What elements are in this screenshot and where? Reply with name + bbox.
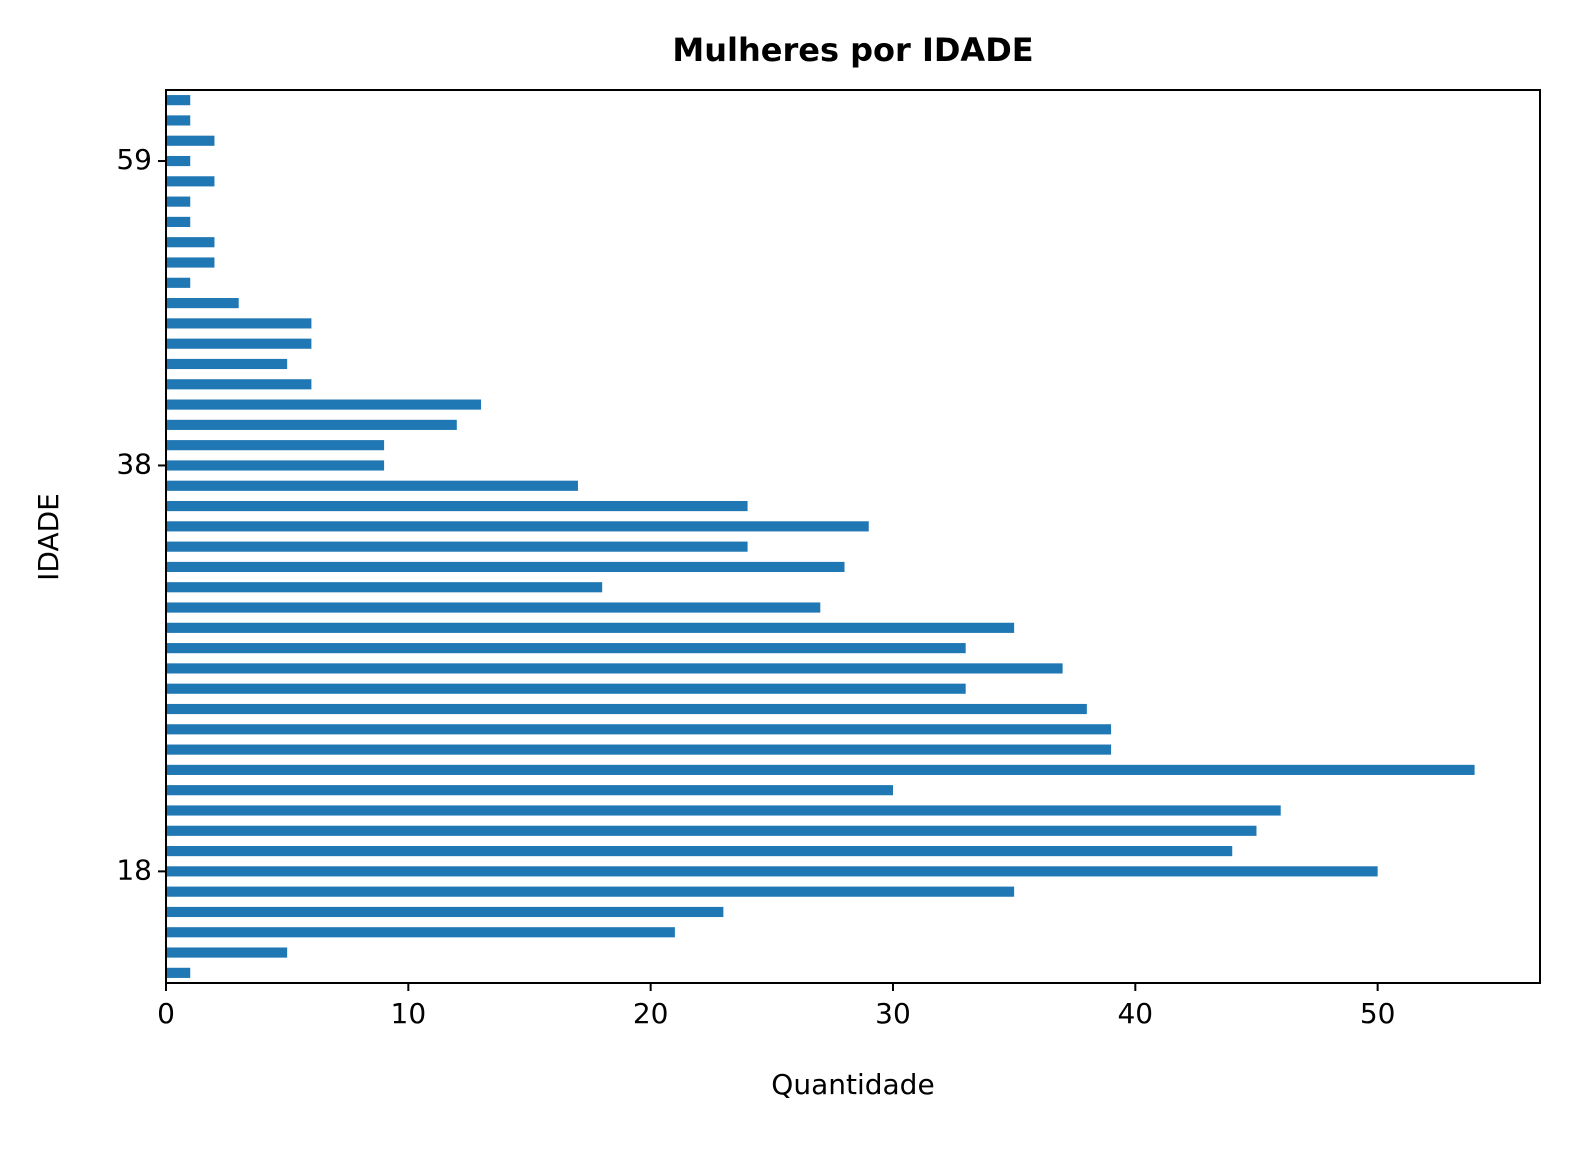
bar <box>166 561 845 573</box>
x-tick-label: 50 <box>1360 997 1396 1030</box>
bar <box>166 866 1378 877</box>
bar <box>166 500 748 512</box>
bar <box>166 906 724 918</box>
bar <box>166 440 385 451</box>
bar <box>166 135 215 146</box>
x-tick-label: 10 <box>391 997 427 1030</box>
bar <box>166 480 578 491</box>
bar <box>166 115 191 126</box>
bar <box>166 460 385 471</box>
x-tick-label: 30 <box>875 997 911 1030</box>
bar <box>166 683 966 694</box>
bar <box>166 886 1015 897</box>
y-tick-label: 38 <box>116 447 152 480</box>
bar <box>166 379 312 390</box>
y-tick-label: 18 <box>116 853 152 886</box>
bar <box>166 358 288 370</box>
bar <box>166 724 1112 735</box>
bar <box>166 237 215 248</box>
bar <box>166 764 1475 775</box>
bar <box>166 582 603 593</box>
bar <box>166 785 893 796</box>
x-tick-label: 20 <box>633 997 669 1030</box>
bar <box>166 744 1112 755</box>
plot-frame <box>165 89 1541 984</box>
bar <box>166 602 821 613</box>
y-tick-label: 59 <box>116 143 152 176</box>
bar <box>166 338 312 349</box>
y-axis-label: IDADE <box>32 493 65 581</box>
bar <box>166 967 191 978</box>
bar <box>166 825 1257 836</box>
bar <box>166 419 457 430</box>
x-tick-label: 0 <box>157 997 175 1030</box>
bar <box>166 622 1015 633</box>
x-axis-label: Quantidade <box>771 1068 934 1101</box>
bar <box>166 927 675 938</box>
bar <box>166 703 1087 715</box>
bar <box>166 318 312 329</box>
bar <box>166 663 1063 674</box>
bar <box>166 846 1233 857</box>
bar <box>166 399 482 410</box>
x-tick-label: 40 <box>1117 997 1153 1030</box>
bar <box>166 298 239 309</box>
bar <box>166 643 966 654</box>
bar <box>166 216 191 227</box>
bar <box>166 947 288 958</box>
bar <box>166 277 191 288</box>
bar <box>166 521 869 532</box>
bar <box>166 196 191 207</box>
bar <box>166 257 215 268</box>
chart-title: Mulheres por IDADE <box>672 31 1033 69</box>
bar <box>166 95 191 106</box>
bar <box>166 805 1281 816</box>
bar <box>166 541 748 552</box>
bar <box>166 155 191 167</box>
bar <box>166 176 215 187</box>
